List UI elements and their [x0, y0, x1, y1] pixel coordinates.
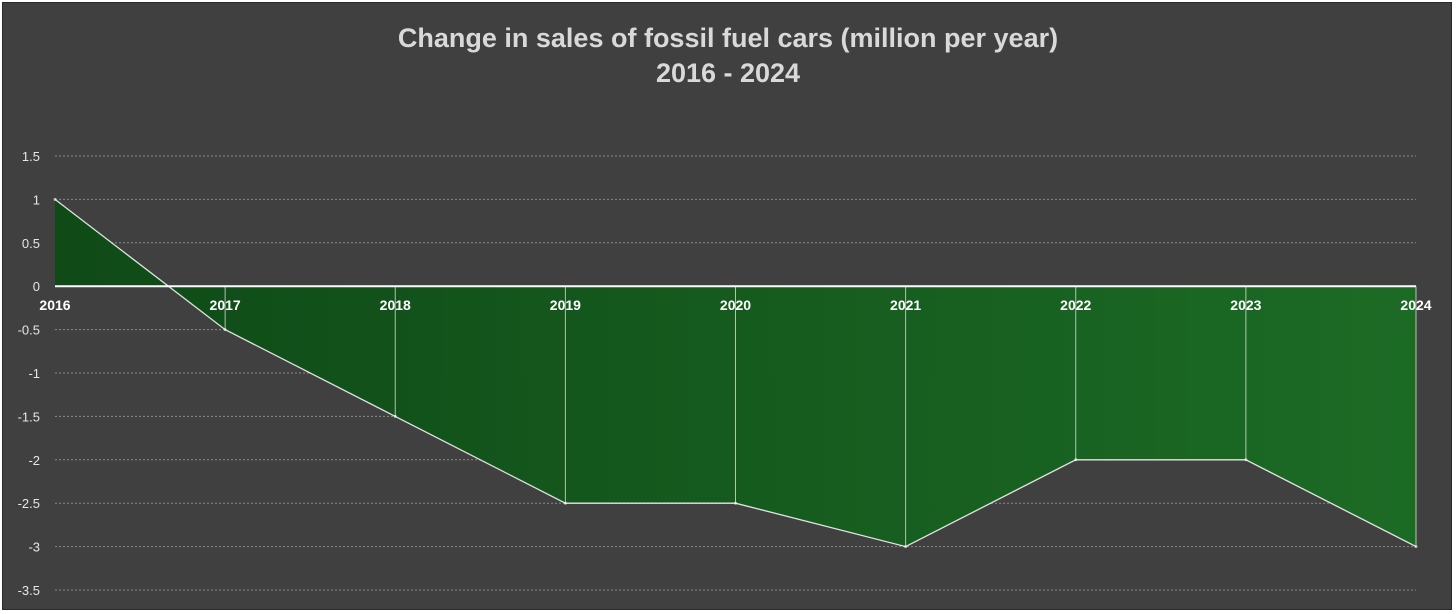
data-point-2020: [734, 501, 737, 505]
data-point-2019: [563, 501, 567, 505]
x-tick-label: 2017: [210, 297, 241, 313]
x-tick-label: 2020: [720, 297, 751, 313]
x-tick-label: 2024: [1400, 297, 1431, 313]
x-axis-labels: 2016 2017 2018 2019 2020 2021 2022 2023 2024: [39, 297, 1431, 313]
y-tick-label: -3: [28, 540, 40, 555]
area-series: [53, 197, 1418, 549]
data-point-2022: [1074, 458, 1078, 462]
x-tick-label: 2018: [380, 297, 411, 313]
area-chart: 1.510.50-0.5-1-1.5-2-2.5-3-3.5 2016 2017 2…: [18, 149, 1432, 598]
y-axis-labels: 1.5 1 0.5 0 -0.5 -1 -1.5 -2 -2.5 -3 -3.5: [18, 149, 40, 598]
chart-subtitle: 2016 - 2024: [655, 58, 801, 88]
x-tick-label: 2021: [890, 297, 921, 313]
data-point-2023: [1244, 458, 1248, 462]
y-tick-label: -3.5: [18, 583, 40, 598]
data-point-2017: [223, 328, 227, 332]
y-tick-label: -0.5: [18, 323, 40, 338]
x-tick-label: 2019: [550, 297, 581, 313]
x-tick-label: 2016: [39, 297, 70, 313]
data-point-2021: [904, 545, 908, 549]
chart-title: Change in sales of fossil fuel cars (mil…: [3, 21, 1453, 91]
y-tick-label: 1.5: [22, 149, 40, 164]
y-tick-label: -1: [28, 366, 40, 381]
data-point-2016: [53, 197, 57, 201]
x-tick-label: 2022: [1060, 297, 1091, 313]
y-tick-label: -2: [28, 453, 40, 468]
data-point-2024: [1414, 545, 1418, 549]
data-point-2018: [393, 414, 397, 418]
y-tick-label: 0.5: [22, 236, 40, 251]
y-tick-label: 1: [33, 192, 40, 207]
y-tick-label: -1.5: [18, 409, 40, 424]
y-tick-label: 0: [33, 279, 40, 294]
x-tick-label: 2023: [1230, 297, 1261, 313]
chart-title-main: Change in sales of fossil fuel cars (mil…: [397, 23, 1059, 53]
y-tick-label: -2.5: [18, 496, 40, 511]
